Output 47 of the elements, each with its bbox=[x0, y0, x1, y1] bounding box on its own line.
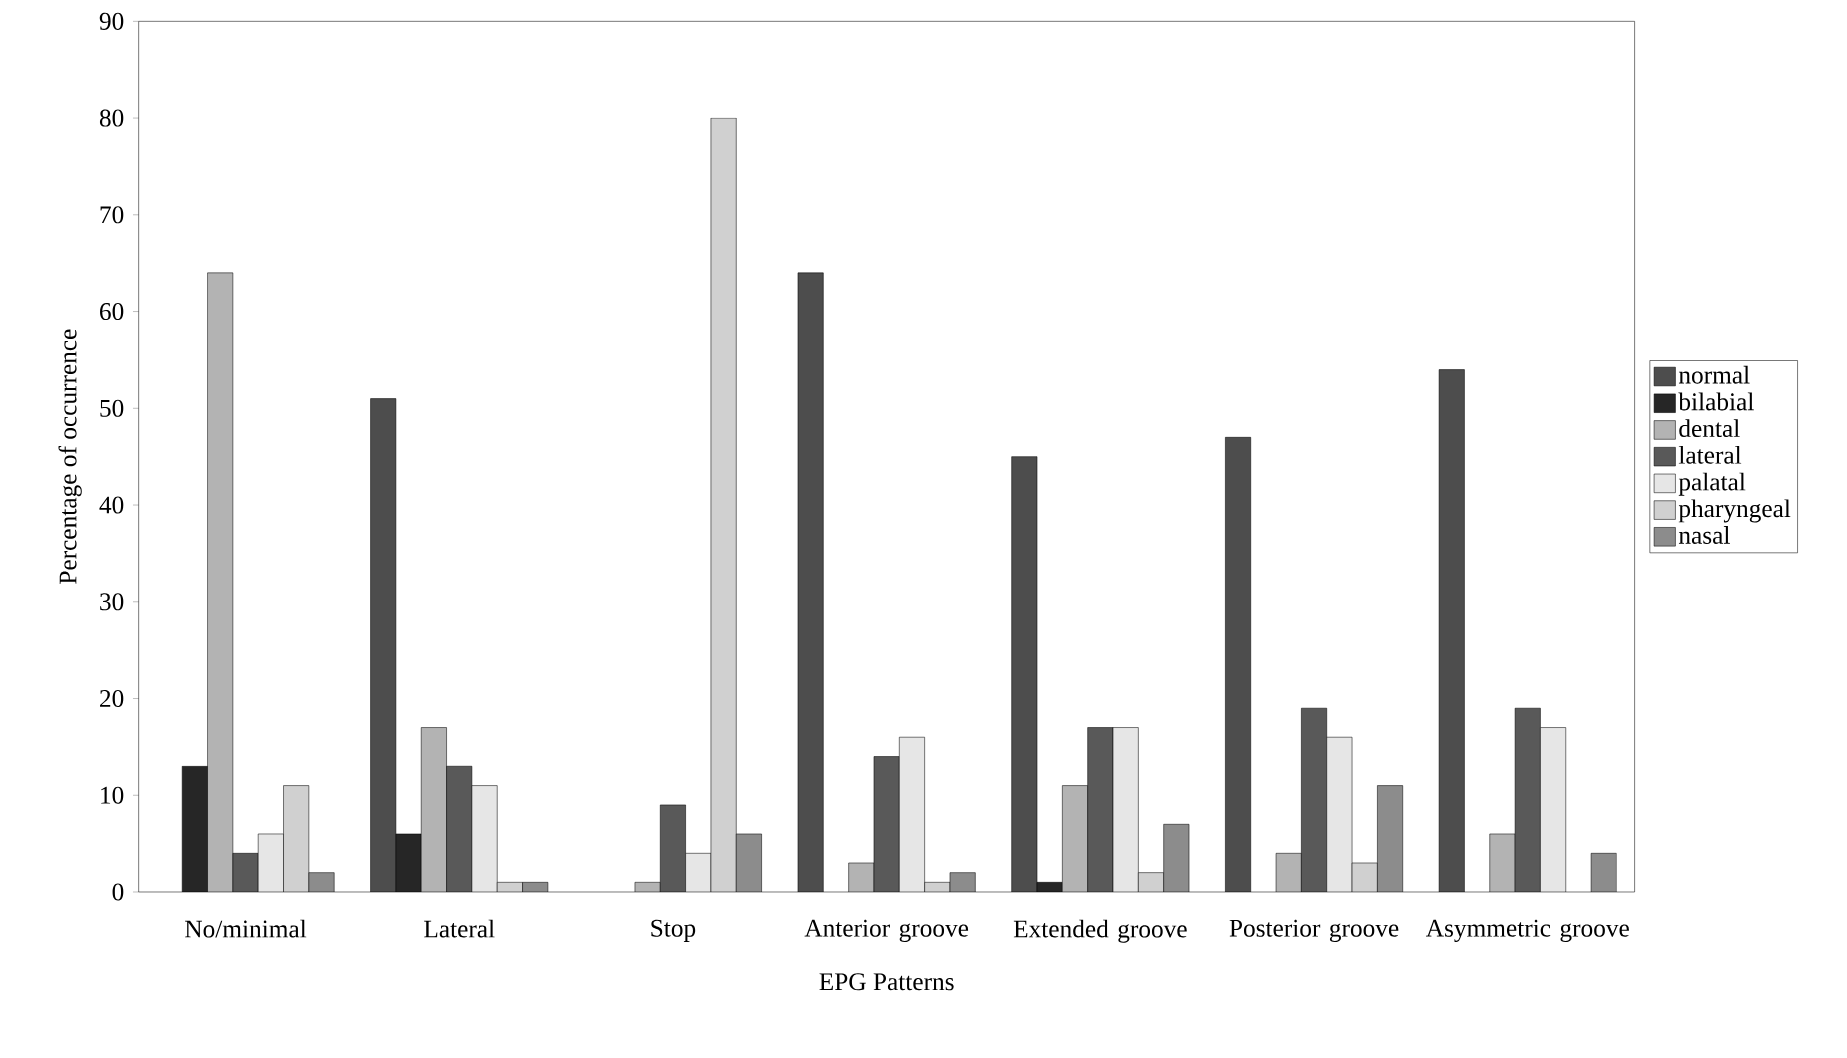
x-tick-label: Anterior groove bbox=[804, 919, 969, 942]
bar bbox=[395, 833, 422, 892]
y-tick-label: 30 bbox=[100, 593, 124, 611]
bar bbox=[1087, 727, 1114, 892]
legend-label: nasal bbox=[1678, 526, 1730, 544]
bar bbox=[1301, 707, 1327, 892]
x-tick-label: No/minimal bbox=[185, 919, 307, 938]
legend-label: bilabial bbox=[1678, 392, 1754, 411]
x-tick-label: Asymmetric groove bbox=[1426, 919, 1629, 942]
bar bbox=[420, 727, 447, 892]
legend-label: palatal bbox=[1678, 472, 1746, 496]
bar bbox=[1540, 727, 1567, 892]
x-tick-label: Posterior groove bbox=[1229, 919, 1399, 942]
bar bbox=[1275, 853, 1302, 892]
y-tick-label: 60 bbox=[100, 303, 124, 321]
legend-label: lateral bbox=[1678, 445, 1742, 464]
bar bbox=[1112, 727, 1139, 892]
bar bbox=[181, 765, 208, 892]
bar bbox=[1062, 785, 1088, 892]
bar bbox=[471, 785, 498, 892]
x-tick-label: Extended groove bbox=[1013, 919, 1187, 943]
bar bbox=[207, 272, 234, 892]
y-tick-label: 40 bbox=[99, 496, 124, 514]
y-tick-label: 0 bbox=[112, 883, 124, 901]
legend-label: normal bbox=[1678, 365, 1750, 384]
x-tick-label: Stop bbox=[651, 919, 696, 942]
legend-label: pharyngeal bbox=[1678, 499, 1791, 523]
bar bbox=[899, 736, 925, 892]
bar bbox=[873, 756, 900, 892]
bar bbox=[1326, 736, 1353, 892]
x-tick-label: Lateral bbox=[424, 919, 495, 938]
bar bbox=[446, 765, 473, 892]
bar bbox=[1514, 707, 1541, 892]
y-tick-label: 90 bbox=[99, 12, 124, 30]
y-tick-label: 50 bbox=[100, 399, 124, 417]
bar bbox=[685, 853, 712, 892]
y-tick-label: 10 bbox=[101, 786, 124, 804]
legend-label: dental bbox=[1679, 419, 1740, 438]
y-tick-label: 80 bbox=[99, 109, 124, 127]
y-axis-title: Percentage of occurrence bbox=[58, 329, 82, 584]
bar bbox=[257, 833, 284, 892]
x-axis-title: EPG Patterns bbox=[819, 973, 954, 991]
bar bbox=[1489, 833, 1516, 892]
bar bbox=[660, 804, 686, 892]
bar bbox=[232, 853, 259, 892]
y-tick-label: 20 bbox=[100, 689, 124, 708]
y-tick-label: 70 bbox=[100, 206, 124, 224]
